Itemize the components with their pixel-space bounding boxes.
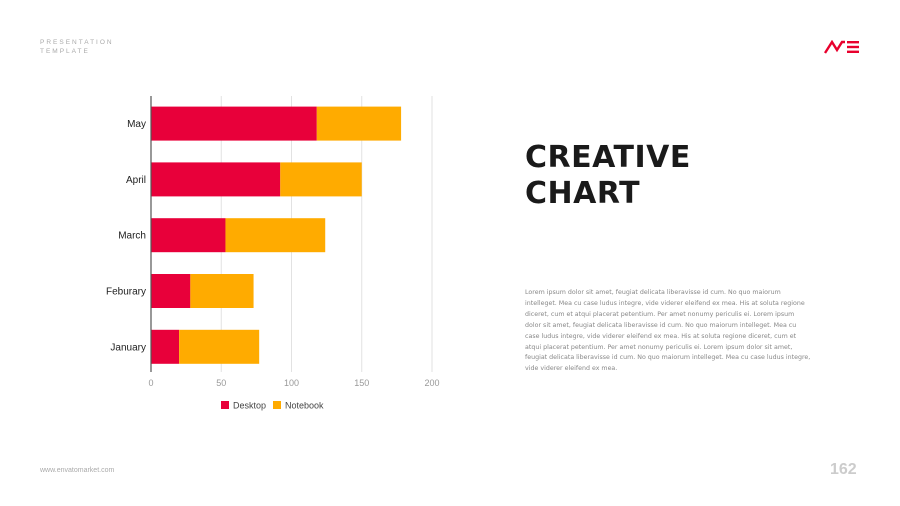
logo-icon xyxy=(824,40,859,54)
x-tick-label: 200 xyxy=(424,378,439,388)
bar-desktop xyxy=(151,106,317,141)
bar-desktop xyxy=(151,162,281,197)
paragraph-line: Lorem ipsum dolor sit amet, feugiat deli… xyxy=(525,289,781,296)
bar-desktop xyxy=(151,274,191,308)
body-paragraph: Lorem ipsum dolor sit amet, feugiat deli… xyxy=(525,288,815,375)
paragraph-line: intelleget. Mea cu case ludus integre, v… xyxy=(525,299,805,307)
title-line-1: CREATIVE xyxy=(525,140,691,175)
page-title: CREATIVE CHART xyxy=(525,140,691,212)
paragraph-line: case ludus integre, vide viderer eleifen… xyxy=(525,332,797,340)
paragraph-line: dolor sit amet, feugiat delicata liberav… xyxy=(525,321,797,329)
header-label: PRESENTATION TEMPLATE xyxy=(40,38,114,56)
legend-swatch-notebook xyxy=(273,401,281,409)
bar-notebook xyxy=(190,274,254,308)
x-tick-label: 150 xyxy=(354,378,369,388)
x-tick-label: 0 xyxy=(148,378,153,388)
bar-notebook xyxy=(280,162,362,197)
paragraph-line: feugiat delicata liberavisse id cum. No … xyxy=(525,354,811,362)
x-tick-label: 100 xyxy=(284,378,299,388)
legend-label: Notebook xyxy=(285,401,324,411)
page-number: 162 xyxy=(830,461,857,478)
header-line-2: TEMPLATE xyxy=(40,48,90,55)
footer-url[interactable]: www.envatomarket.com xyxy=(40,467,115,474)
bar-desktop xyxy=(151,329,180,364)
y-category-label: March xyxy=(118,231,146,242)
paragraph-line: diceret, cum et atqui placerat petentium… xyxy=(525,310,795,318)
bar-notebook xyxy=(225,218,326,253)
stacked-bar-chart: 0 50 100 150 200 May April March Feburary January… xyxy=(106,96,440,411)
y-category-label: Feburary xyxy=(106,287,146,298)
y-category-label: January xyxy=(110,342,146,353)
paragraph-line: atqui placerat petentium. Per amet nonum… xyxy=(525,343,793,351)
bar-notebook xyxy=(179,329,260,364)
legend-swatch-desktop xyxy=(221,401,229,409)
y-category-label: May xyxy=(127,119,146,130)
bar-desktop xyxy=(151,218,226,253)
header-line-1: PRESENTATION xyxy=(40,39,114,46)
title-line-2: CHART xyxy=(525,176,641,211)
bar-notebook xyxy=(316,106,402,141)
paragraph-line: vide viderer eleifend ex mea. xyxy=(525,365,618,373)
x-tick-label: 50 xyxy=(216,378,226,388)
legend-label: Desktop xyxy=(233,401,266,411)
y-category-label: April xyxy=(126,175,146,186)
